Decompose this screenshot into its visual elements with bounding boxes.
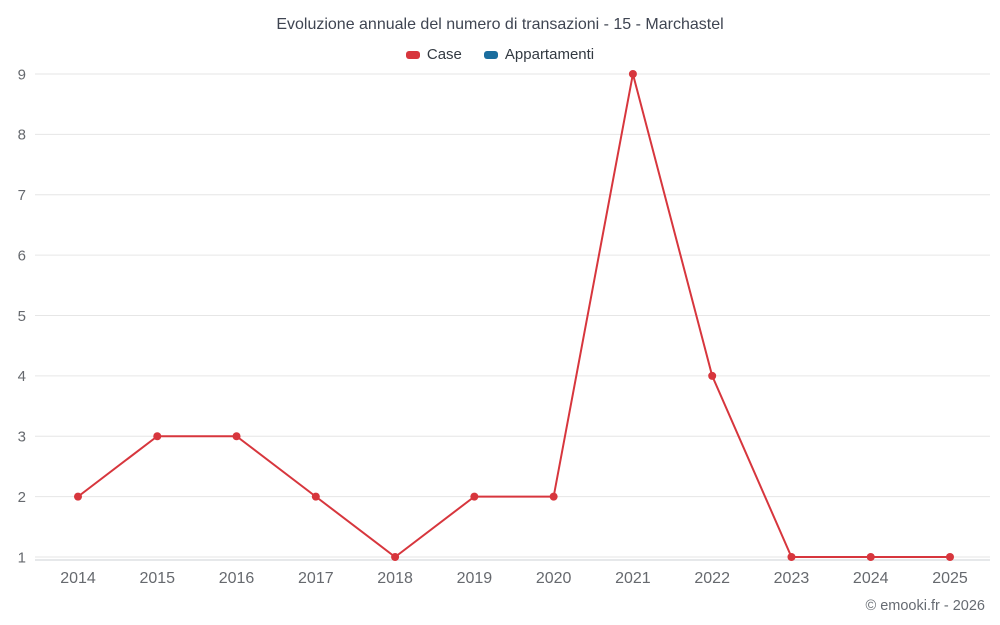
series-line-case — [77, 73, 951, 558]
y-axis-label-3: 3 — [18, 429, 26, 446]
x-axis-label-2024: 2024 — [853, 570, 889, 587]
legend-item-case[interactable]: Case — [405, 46, 462, 63]
x-axis-label-2019: 2019 — [457, 570, 493, 587]
y-axis-label-8: 8 — [18, 127, 26, 144]
legend-item-appartamenti[interactable]: Appartamenti — [483, 46, 595, 63]
x-axis-label-2025: 2025 — [932, 570, 968, 587]
legend: Case Appartamenti — [0, 46, 1000, 63]
y-axis-label-9: 9 — [18, 66, 26, 83]
y-axis-label-7: 7 — [18, 187, 26, 204]
y-axis-label-6: 6 — [18, 247, 26, 264]
y-axis-label-2: 2 — [18, 489, 26, 506]
x-axis-label-2015: 2015 — [139, 570, 175, 587]
y-axis-label-4: 4 — [18, 368, 26, 385]
data-point-case-2016[interactable] — [232, 432, 241, 441]
x-axis-label-2018: 2018 — [377, 570, 413, 587]
data-point-case-2015[interactable] — [153, 432, 162, 441]
legend-label-appartamenti: Appartamenti — [504, 46, 595, 63]
legend-swatch-case-icon — [405, 50, 420, 59]
chart-title: Evoluzione annuale del numero di transaz… — [276, 16, 724, 33]
y-axis-label-5: 5 — [18, 308, 26, 325]
x-axis-label-2020: 2020 — [536, 570, 572, 587]
copyright: © emooki.fr - 2026 — [865, 598, 985, 614]
data-point-case-2020[interactable] — [549, 492, 558, 501]
data-point-case-2022[interactable] — [708, 371, 717, 380]
data-point-case-2025[interactable] — [946, 553, 954, 561]
data-point-case-2017[interactable] — [311, 492, 320, 501]
data-point-case-2023[interactable] — [787, 553, 796, 561]
x-axis-label-2021: 2021 — [615, 570, 651, 587]
data-point-case-2024[interactable] — [866, 553, 875, 561]
x-axis-label-2022: 2022 — [694, 570, 730, 587]
data-point-case-2014[interactable] — [74, 492, 82, 501]
x-axis-label-2014: 2014 — [60, 570, 96, 587]
data-point-case-2019[interactable] — [470, 492, 479, 501]
y-axis-label-1: 1 — [18, 549, 26, 566]
data-point-case-2018[interactable] — [391, 553, 400, 561]
legend-label-case: Case — [426, 46, 462, 63]
data-point-case-2021[interactable] — [628, 70, 637, 78]
x-axis-label-2016: 2016 — [219, 570, 255, 587]
x-axis-label-2017: 2017 — [298, 570, 334, 587]
legend-swatch-appartamenti-icon — [483, 50, 498, 59]
x-axis-label-2023: 2023 — [774, 570, 810, 587]
